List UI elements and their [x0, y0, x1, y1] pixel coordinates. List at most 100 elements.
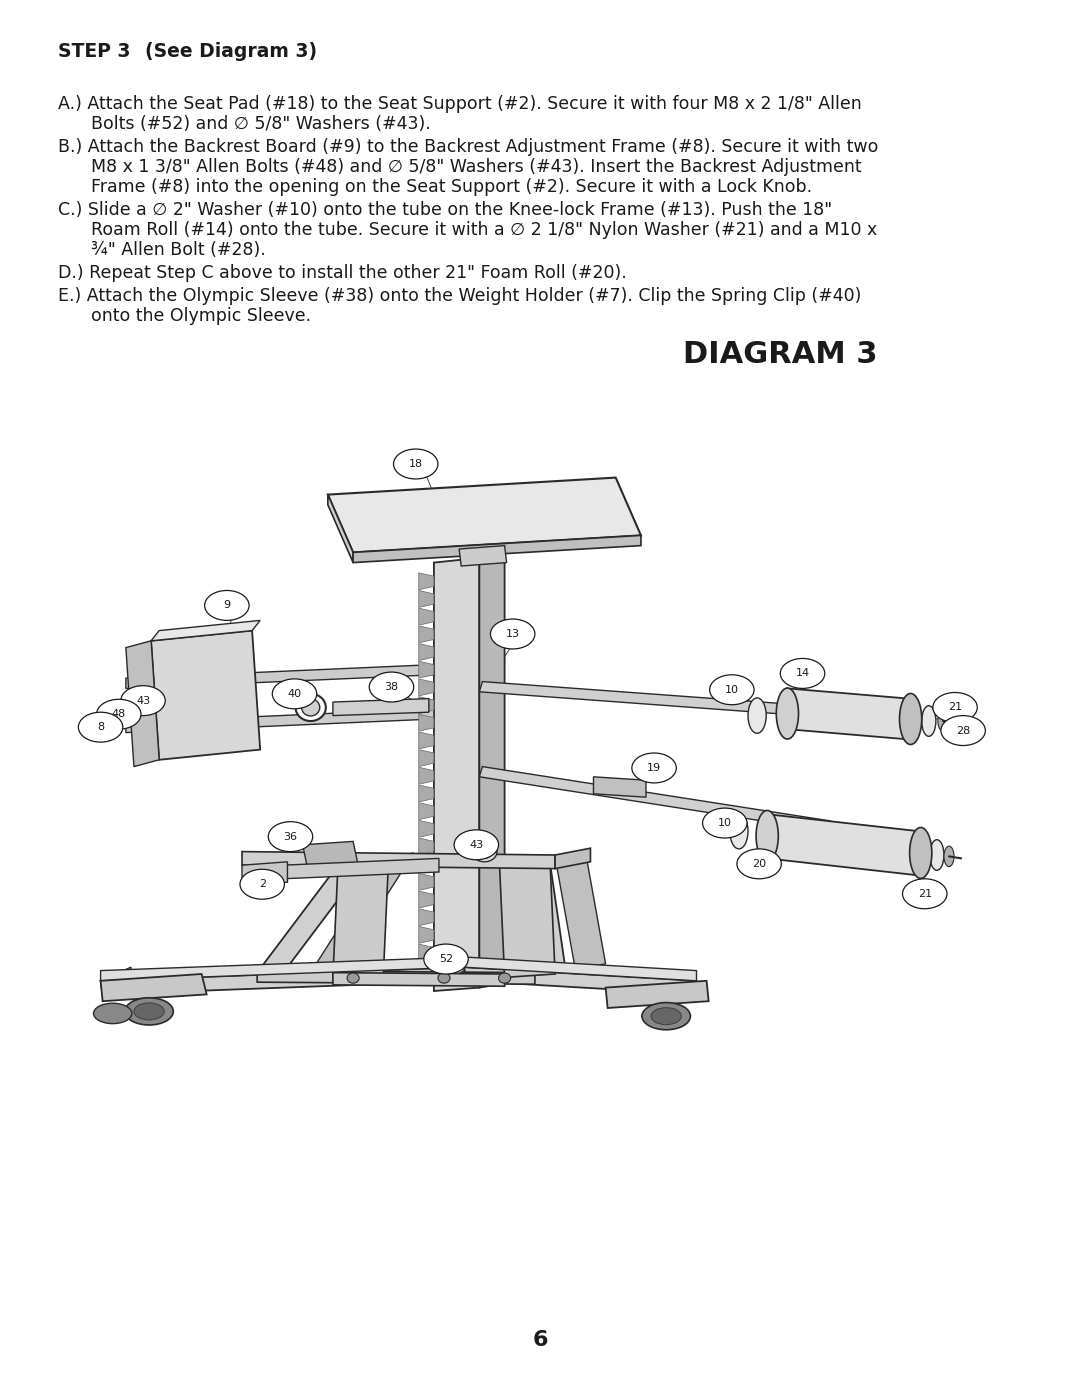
Polygon shape: [328, 478, 640, 552]
Ellipse shape: [96, 700, 141, 729]
Ellipse shape: [272, 679, 316, 708]
Ellipse shape: [369, 672, 414, 703]
Ellipse shape: [900, 693, 921, 745]
Ellipse shape: [240, 869, 284, 900]
Polygon shape: [555, 848, 591, 869]
Polygon shape: [419, 591, 434, 608]
Ellipse shape: [268, 821, 313, 852]
Text: D.) Repeat Step C above to install the other 21" Foam Roll (#20).: D.) Repeat Step C above to install the o…: [58, 264, 626, 282]
Ellipse shape: [933, 693, 977, 722]
Polygon shape: [419, 608, 434, 626]
Polygon shape: [419, 714, 434, 731]
Polygon shape: [282, 858, 438, 879]
Ellipse shape: [499, 972, 511, 983]
Text: 13: 13: [505, 629, 519, 638]
Ellipse shape: [477, 845, 492, 858]
Text: M8 x 1 3/8" Allen Bolts (#48) and ∅ 5/8" Washers (#43). Insert the Backrest Adju: M8 x 1 3/8" Allen Bolts (#48) and ∅ 5/8"…: [58, 158, 862, 176]
Polygon shape: [126, 708, 434, 732]
Ellipse shape: [423, 944, 469, 974]
Text: 38: 38: [384, 682, 399, 692]
Text: Frame (#8) into the opening on the Seat Support (#2). Secure it with a Lock Knob: Frame (#8) into the opening on the Seat …: [58, 177, 812, 196]
Ellipse shape: [134, 1003, 164, 1020]
Polygon shape: [419, 785, 434, 802]
Ellipse shape: [941, 715, 985, 746]
Text: 8: 8: [97, 722, 104, 732]
Polygon shape: [151, 620, 260, 641]
Polygon shape: [464, 967, 699, 995]
Polygon shape: [519, 863, 565, 972]
Text: 10: 10: [725, 685, 739, 694]
Polygon shape: [480, 682, 901, 722]
Ellipse shape: [642, 1003, 690, 1030]
Polygon shape: [100, 974, 206, 1002]
Ellipse shape: [748, 698, 766, 733]
Text: 21: 21: [918, 888, 932, 898]
Polygon shape: [333, 972, 504, 986]
Ellipse shape: [204, 591, 249, 620]
Text: 28: 28: [956, 725, 970, 736]
Text: 21: 21: [948, 703, 962, 712]
Ellipse shape: [703, 807, 747, 838]
Ellipse shape: [777, 689, 798, 739]
Text: STEP 3: STEP 3: [58, 42, 131, 61]
Text: C.) Slide a ∅ 2" Washer (#10) onto the tube on the Knee-lock Frame (#13). Push t: C.) Slide a ∅ 2" Washer (#10) onto the t…: [58, 201, 832, 219]
Polygon shape: [419, 644, 434, 661]
Ellipse shape: [903, 879, 947, 908]
Text: 9: 9: [224, 601, 230, 610]
Ellipse shape: [393, 448, 438, 479]
Text: B.) Attach the Backrest Board (#9) to the Backrest Adjustment Frame (#8). Secure: B.) Attach the Backrest Board (#9) to th…: [58, 138, 878, 156]
Ellipse shape: [632, 753, 676, 782]
Polygon shape: [434, 557, 480, 990]
Polygon shape: [328, 495, 353, 563]
Ellipse shape: [490, 619, 535, 650]
Polygon shape: [333, 862, 389, 978]
Polygon shape: [353, 535, 640, 563]
Text: E.) Attach the Olympic Sleeve (#38) onto the Weight Holder (#7). Clip the Spring: E.) Attach the Olympic Sleeve (#38) onto…: [58, 286, 862, 305]
Ellipse shape: [121, 686, 165, 715]
Ellipse shape: [756, 810, 779, 862]
Text: ¾" Allen Bolt (#28).: ¾" Allen Bolt (#28).: [58, 242, 266, 258]
Polygon shape: [100, 957, 464, 981]
Ellipse shape: [347, 972, 360, 983]
Polygon shape: [333, 698, 429, 715]
Ellipse shape: [651, 1007, 681, 1024]
Polygon shape: [419, 838, 434, 855]
Ellipse shape: [737, 849, 781, 879]
Text: Roam Roll (#14) onto the tube. Secure it with a ∅ 2 1/8" Nylon Washer (#21) and : Roam Roll (#14) onto the tube. Secure it…: [58, 221, 877, 239]
Polygon shape: [419, 873, 434, 890]
Polygon shape: [302, 841, 359, 869]
Ellipse shape: [94, 1003, 132, 1024]
Polygon shape: [767, 814, 919, 876]
Text: 20: 20: [752, 859, 766, 869]
Ellipse shape: [921, 705, 936, 736]
Text: 40: 40: [287, 689, 301, 698]
Polygon shape: [464, 957, 697, 981]
Ellipse shape: [449, 961, 464, 974]
Polygon shape: [419, 626, 434, 643]
Polygon shape: [419, 732, 434, 749]
Ellipse shape: [125, 997, 173, 1025]
Polygon shape: [480, 553, 504, 988]
Polygon shape: [419, 926, 434, 943]
Ellipse shape: [454, 830, 499, 859]
Ellipse shape: [909, 827, 932, 879]
Polygon shape: [500, 862, 555, 978]
Text: (See Diagram 3): (See Diagram 3): [145, 42, 318, 61]
Text: 6: 6: [532, 1330, 548, 1350]
Text: 18: 18: [408, 460, 422, 469]
Polygon shape: [242, 862, 287, 886]
Ellipse shape: [472, 841, 497, 862]
Text: 36: 36: [283, 831, 297, 841]
Polygon shape: [594, 777, 646, 798]
Polygon shape: [419, 573, 434, 590]
Ellipse shape: [301, 698, 320, 715]
Polygon shape: [419, 767, 434, 784]
Polygon shape: [419, 803, 434, 820]
Text: A.) Attach the Seat Pad (#18) to the Seat Support (#2). Secure it with four M8 x: A.) Attach the Seat Pad (#18) to the Sea…: [58, 95, 862, 113]
Polygon shape: [419, 750, 434, 767]
Polygon shape: [419, 908, 434, 926]
Text: 52: 52: [438, 954, 454, 964]
Polygon shape: [606, 981, 708, 1009]
Text: 10: 10: [718, 819, 732, 828]
Text: 43: 43: [136, 696, 150, 705]
